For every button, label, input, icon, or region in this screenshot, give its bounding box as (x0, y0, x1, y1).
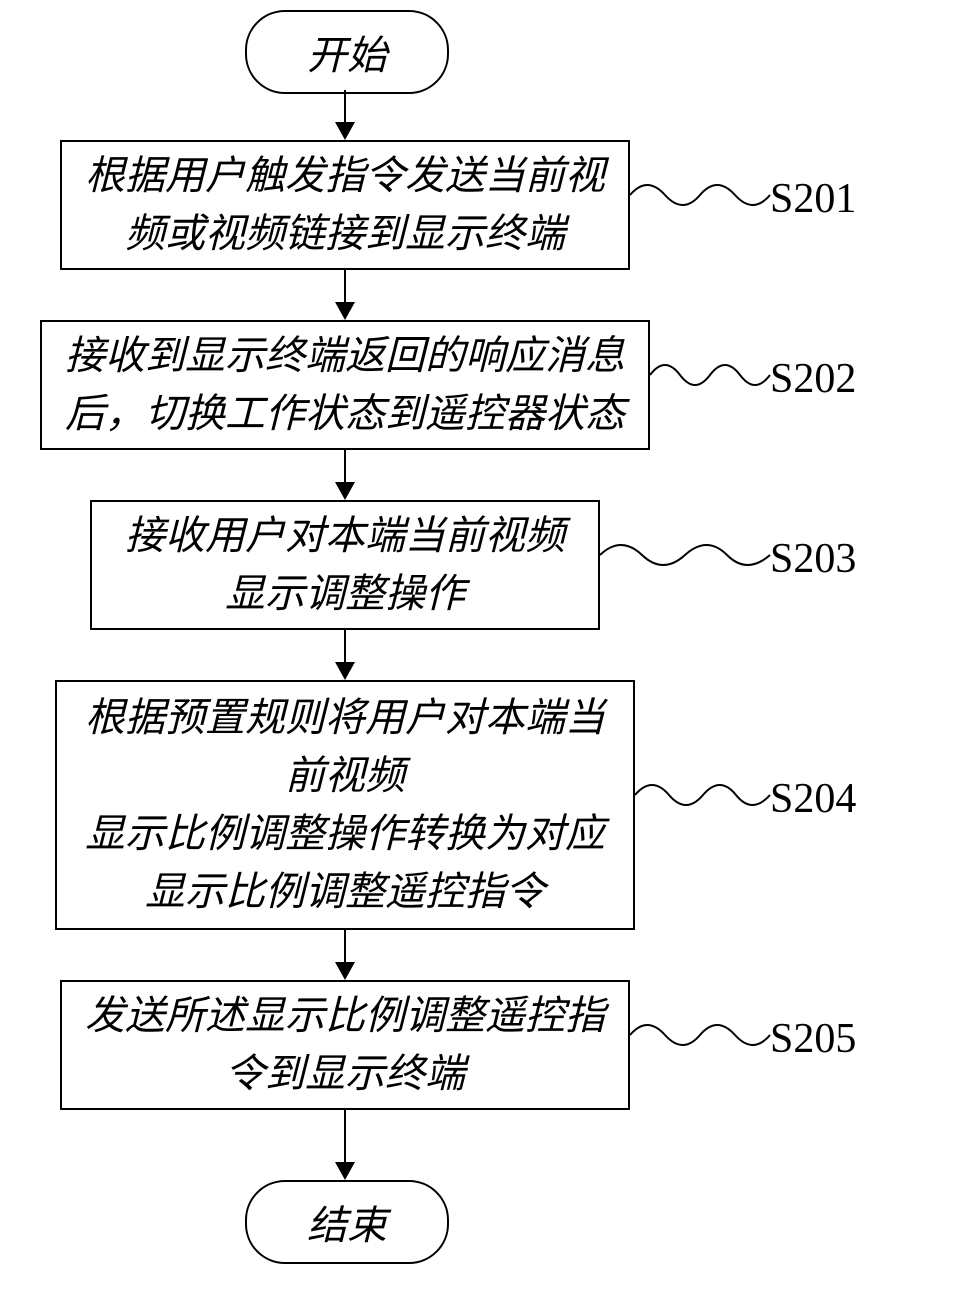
connector-s201 (630, 175, 770, 215)
connector-s202 (650, 355, 770, 395)
arrow-icon (335, 1162, 355, 1180)
arrow-icon (335, 122, 355, 140)
connector-s205 (630, 1015, 770, 1055)
process-s201-text: 根据用户触发指令发送当前视 频或视频链接到显示终端 (85, 147, 605, 263)
start-text: 开始 (307, 23, 387, 81)
process-s202: 接收到显示终端返回的响应消息 后，切换工作状态到遥控器状态 (40, 320, 650, 450)
edge-s201-s202 (344, 270, 346, 304)
arrow-icon (335, 302, 355, 320)
edge-s203-s204 (344, 630, 346, 664)
connector-s203 (600, 535, 770, 575)
process-s204-text: 根据预置规则将用户对本端当 前视频 显示比例调整操作转换为对应 显示比例调整遥控… (85, 689, 605, 921)
process-s205-text: 发送所述显示比例调整遥控指 令到显示终端 (85, 987, 605, 1103)
process-s204: 根据预置规则将用户对本端当 前视频 显示比例调整操作转换为对应 显示比例调整遥控… (55, 680, 635, 930)
label-s201: S201 (770, 175, 856, 223)
end-text: 结束 (307, 1193, 387, 1251)
process-s205: 发送所述显示比例调整遥控指 令到显示终端 (60, 980, 630, 1110)
edge-s204-s205 (344, 930, 346, 964)
process-s203-text: 接收用户对本端当前视频 显示调整操作 (125, 507, 565, 623)
arrow-icon (335, 482, 355, 500)
label-s205: S205 (770, 1015, 856, 1063)
arrow-icon (335, 662, 355, 680)
label-s202: S202 (770, 355, 856, 403)
process-s203: 接收用户对本端当前视频 显示调整操作 (90, 500, 600, 630)
label-s204: S204 (770, 775, 856, 823)
edge-s202-s203 (344, 450, 346, 484)
edge-s205-end (344, 1110, 346, 1164)
start-node: 开始 (245, 10, 449, 94)
process-s201: 根据用户触发指令发送当前视 频或视频链接到显示终端 (60, 140, 630, 270)
connector-s204 (635, 775, 770, 815)
label-s203: S203 (770, 535, 856, 583)
process-s202-text: 接收到显示终端返回的响应消息 后，切换工作状态到遥控器状态 (65, 327, 625, 443)
end-node: 结束 (245, 1180, 449, 1264)
arrow-icon (335, 962, 355, 980)
edge-start-s201 (344, 90, 346, 124)
